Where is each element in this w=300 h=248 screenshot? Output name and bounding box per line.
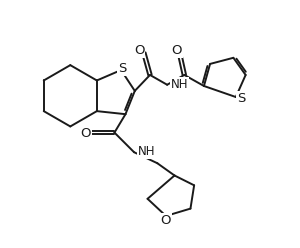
- Text: S: S: [118, 62, 127, 75]
- Text: NH: NH: [137, 145, 155, 158]
- Text: S: S: [237, 92, 245, 105]
- Text: O: O: [161, 214, 171, 227]
- Text: O: O: [171, 44, 182, 57]
- Text: O: O: [80, 126, 91, 140]
- Text: O: O: [134, 44, 145, 58]
- Text: NH: NH: [171, 78, 188, 91]
